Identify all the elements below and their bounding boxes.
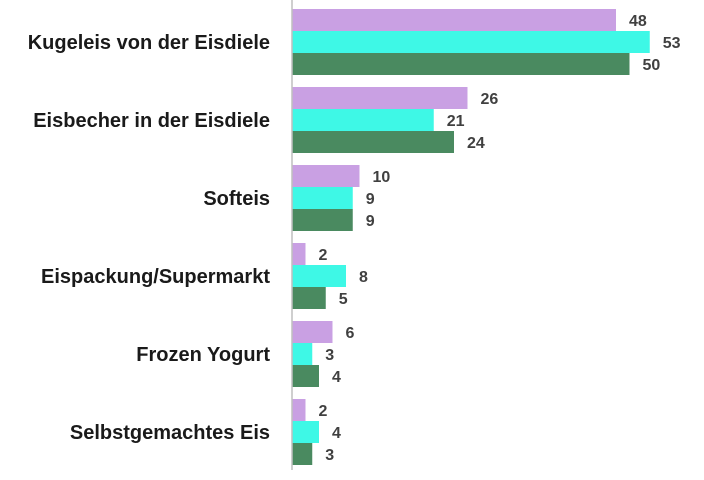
value-label-6-1: 2 bbox=[319, 403, 328, 420]
category-label-5: Frozen Yogurt bbox=[136, 344, 270, 366]
bar-4-3 bbox=[292, 287, 326, 309]
category-label-4: Eispackung/Supermarkt bbox=[41, 266, 270, 288]
bar-6-1 bbox=[292, 399, 306, 421]
value-label-6-2: 4 bbox=[332, 425, 341, 442]
category-label-6: Selbstgemachtes Eis bbox=[70, 422, 270, 444]
value-label-1-2: 53 bbox=[663, 35, 681, 52]
bar-2-1 bbox=[292, 87, 468, 109]
value-label-3-2: 9 bbox=[366, 191, 375, 208]
bar-3-1 bbox=[292, 165, 360, 187]
bar-2-3 bbox=[292, 131, 454, 153]
bar-4-1 bbox=[292, 243, 306, 265]
bar-3-3 bbox=[292, 209, 353, 231]
bar-6-2 bbox=[292, 421, 319, 443]
category-labels: Kugeleis von der Eisdiele Eisbecher in de… bbox=[28, 32, 271, 444]
category-label-1: Kugeleis von der Eisdiele bbox=[28, 32, 270, 54]
value-label-4-3: 5 bbox=[339, 291, 348, 308]
value-label-5-2: 3 bbox=[325, 347, 334, 364]
value-label-3-3: 9 bbox=[366, 213, 375, 230]
bar-1-3 bbox=[292, 53, 630, 75]
value-label-4-2: 8 bbox=[359, 269, 368, 286]
value-label-5-1: 6 bbox=[346, 325, 355, 342]
value-label-1-1: 48 bbox=[629, 13, 647, 30]
bar-3-2 bbox=[292, 187, 353, 209]
category-label-2: Eisbecher in der Eisdiele bbox=[33, 110, 270, 132]
category-label-3: Softeis bbox=[203, 188, 270, 210]
bar-5-1 bbox=[292, 321, 333, 343]
bar-4-2 bbox=[292, 265, 346, 287]
bar-1-2 bbox=[292, 31, 650, 53]
value-label-4-1: 2 bbox=[319, 247, 328, 264]
bar-2-2 bbox=[292, 109, 434, 131]
bar-5-3 bbox=[292, 365, 319, 387]
bar-5-2 bbox=[292, 343, 313, 365]
bar-1-1 bbox=[292, 9, 616, 31]
value-label-3-1: 10 bbox=[373, 169, 391, 186]
value-label-2-3: 24 bbox=[467, 135, 485, 152]
value-label-2-1: 26 bbox=[481, 91, 499, 108]
value-label-1-3: 50 bbox=[643, 57, 661, 74]
bars-group bbox=[292, 9, 650, 465]
value-label-2-2: 21 bbox=[447, 113, 465, 130]
value-label-6-3: 3 bbox=[325, 447, 334, 464]
bar-6-3 bbox=[292, 443, 313, 465]
value-label-5-3: 4 bbox=[332, 369, 341, 386]
